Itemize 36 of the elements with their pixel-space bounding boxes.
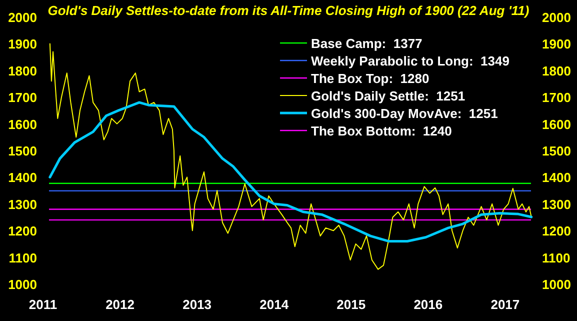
y-tick-label: 2000 — [8, 10, 37, 25]
y2-tick-label: 1800 — [542, 63, 571, 78]
y2-tick-label: 1900 — [542, 36, 571, 52]
y-tick-label: 1200 — [8, 224, 37, 239]
y2-tick-label: 2000 — [542, 10, 571, 25]
x-tick-label: 2017 — [490, 297, 520, 312]
x-tick-label: 2012 — [106, 297, 134, 312]
legend-label: Gold's 300-Day MovAve: 1251 — [311, 106, 498, 121]
y2-tick-label: 1400 — [542, 170, 571, 186]
legend-label: The Box Top: 1280 — [311, 71, 430, 86]
y-tick-label: 1400 — [8, 170, 37, 186]
y2-tick-label: 1300 — [542, 196, 571, 212]
y2-tick-label: 1500 — [542, 144, 571, 158]
legend-label: Weekly Parabolic to Long: 1349 — [311, 54, 510, 68]
y-tick-label: 1800 — [8, 63, 37, 78]
x-tick-label: 2015 — [336, 297, 366, 312]
x-tick-label: 2014 — [260, 297, 290, 312]
x-tick-label: 2011 — [28, 297, 58, 312]
y2-tick-label: 1100 — [542, 250, 570, 266]
x-tick-label: 2013 — [182, 297, 212, 312]
y-tick-label: 1600 — [8, 116, 37, 132]
y-tick-label: 1100 — [8, 250, 37, 266]
legend-label: The Box Bottom: 1240 — [311, 124, 452, 138]
legend-label: Gold's Daily Settle: 1251 — [311, 88, 466, 104]
y-tick-label: 1300 — [8, 196, 37, 212]
legend-label: Base Camp: 1377 — [311, 36, 422, 51]
x-tick-label: 2016 — [414, 297, 443, 312]
y2-tick-label: 1600 — [542, 116, 571, 132]
y-tick-label: 1900 — [8, 36, 37, 52]
y2-tick-label: 1200 — [542, 224, 571, 239]
y-tick-label: 1500 — [8, 144, 37, 158]
y2-tick-label: 1700 — [542, 90, 571, 106]
y-tick-label: 1700 — [8, 90, 37, 106]
y-tick-label: 1000 — [8, 277, 37, 292]
y2-tick-label: 1000 — [542, 277, 571, 292]
chart-title: Gold's Daily Settles-to-date from its All-Time Closing High of 1900 (22 Aug '11) — [48, 3, 530, 18]
